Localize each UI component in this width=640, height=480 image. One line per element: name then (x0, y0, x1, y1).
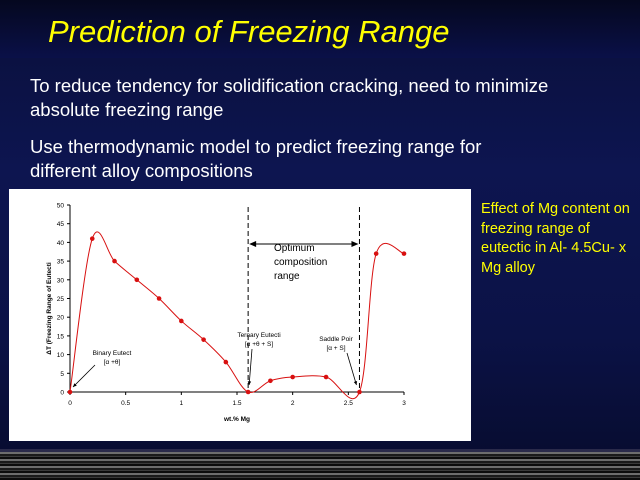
saddle-point-pointer-head (353, 381, 358, 385)
ternary-eutectic-label: Ternary Eutecti (237, 332, 280, 339)
data-point (156, 296, 162, 301)
bullet-1: To reduce tendency for solidification cr… (30, 75, 549, 120)
data-point (373, 251, 379, 256)
x-tick-label: 2.5 (344, 400, 353, 407)
x-tick-label: 3 (402, 400, 406, 407)
data-point (179, 318, 184, 324)
x-tick-label: 1 (180, 400, 184, 407)
chart-panel: 0 5 10 15 20 25 30 35 40 45 50 0 0.5 1 1.5 2 2.5 3 wt.% Mg… (9, 189, 471, 441)
bullet-2: Use thermodynamic model to predict freez… (30, 136, 482, 181)
x-tick-label: 0 (68, 400, 72, 407)
binary-eutectic-label: Binary Eutect (93, 350, 132, 357)
optimum-label: range (274, 271, 300, 282)
saddle-point-pointer (346, 352, 357, 386)
binary-eutectic-pointer (72, 364, 96, 388)
x-tick-label: 2 (291, 400, 295, 407)
y-axis-label: ΔT (Freezing Range of Eutecti (46, 262, 53, 355)
binary-eutectic-label: [α +θ] (104, 359, 121, 366)
data-point (357, 389, 362, 395)
data-point (323, 374, 329, 380)
y-tick-label: 20 (57, 315, 65, 322)
data-point (89, 236, 95, 241)
binary-eutectic-pointer-head (73, 383, 77, 387)
ternary-eutectic-pointer (248, 348, 253, 386)
y-tick-label: 35 (57, 259, 65, 266)
y-tick-label: 10 (57, 352, 65, 359)
footer-stripes (0, 452, 640, 480)
y-tick-label: 50 (57, 203, 65, 210)
y-tick-label: 5 (60, 371, 64, 378)
x-axis-label: wt.% Mg (223, 416, 250, 423)
data-point (201, 337, 206, 342)
saddle-point-label: Saddle Poir (319, 336, 353, 343)
data-point (112, 258, 117, 264)
slide-title: Prediction of Freezing Range (48, 14, 450, 49)
data-point (290, 374, 295, 380)
optimum-arrowhead-right (351, 241, 359, 247)
y-tick-label: 0 (60, 390, 64, 397)
optimum-label: Optimum (274, 243, 315, 254)
freezing-range-chart: 0 5 10 15 20 25 30 35 40 45 50 0 0.5 1 1.5 2 2.5 3 wt.% Mg… (46, 203, 407, 423)
title-band (0, 0, 640, 58)
footer-line (0, 449, 640, 452)
y-tick-label: 30 (57, 277, 65, 284)
y-tick-label: 40 (57, 240, 65, 247)
ternary-eutectic-label: [α +θ + S] (245, 341, 274, 348)
data-point (268, 378, 273, 384)
y-tick-label: 15 (57, 333, 65, 340)
x-tick-label: 0.5 (121, 400, 130, 407)
data-point (67, 389, 73, 395)
optimum-label: composition (274, 257, 327, 268)
data-point (223, 359, 229, 365)
y-tick-label: 45 (57, 221, 65, 228)
y-tick-label: 25 (57, 296, 65, 303)
side-note: Effect of Mg content on freezing range o… (481, 201, 630, 276)
x-tick-label: 1.5 (232, 400, 241, 407)
ternary-eutectic-pointer-head (247, 381, 252, 385)
optimum-arrowhead-left (249, 241, 257, 247)
data-point (245, 389, 251, 395)
data-point (134, 277, 140, 283)
data-point (401, 251, 407, 256)
saddle-point-label: [α + S] (326, 345, 345, 352)
series-line (69, 231, 405, 400)
